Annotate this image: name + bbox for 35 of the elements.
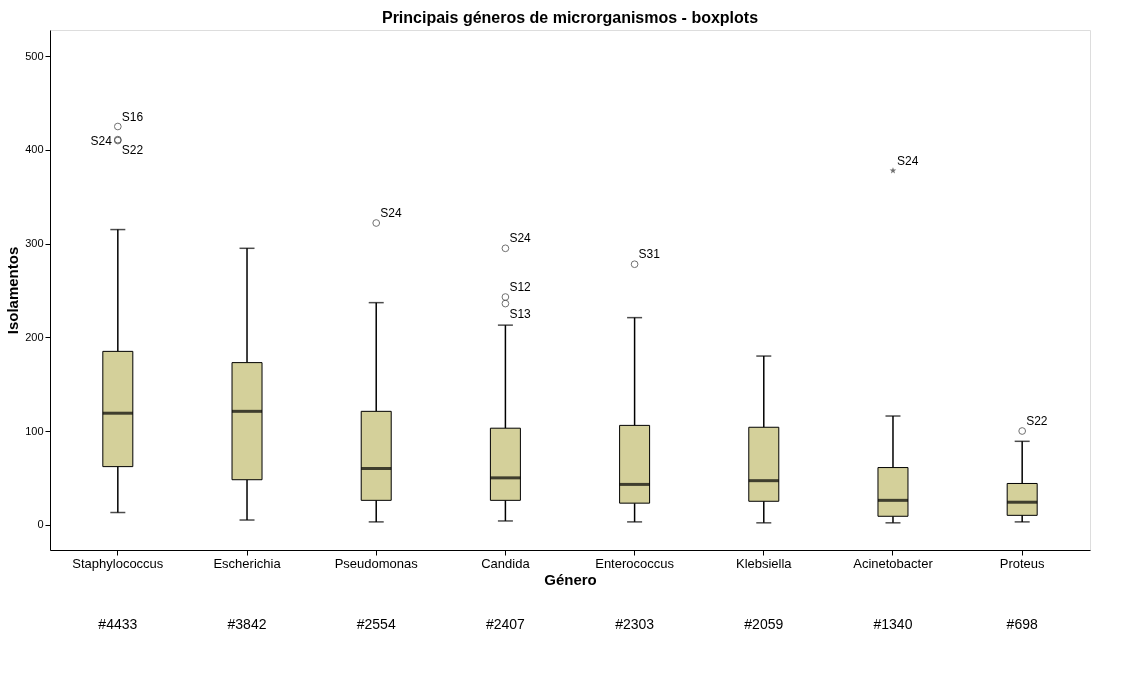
text: #4433 — [98, 616, 138, 632]
x-tick-label: Pseudomonas — [334, 555, 419, 571]
x-tick-label: Escherichia — [213, 555, 282, 571]
annotation: S16 — [121, 109, 144, 124]
x-tick-label: Candida — [481, 555, 531, 571]
x-tick-label: Enterococcus — [595, 555, 675, 571]
text: #698 — [1006, 616, 1038, 632]
x-axis-title: Género — [544, 570, 597, 588]
text: #2554 — [356, 616, 396, 632]
annotation: S22 — [121, 142, 144, 157]
y-axis-title: Isolamentos — [4, 246, 22, 335]
annotation: S24 — [90, 133, 113, 148]
y-tick-label: 0 — [37, 518, 44, 531]
annotation: S12 — [509, 280, 532, 295]
annotation: S24 — [509, 231, 532, 246]
annotation: S24 — [896, 153, 919, 168]
chart-title: Principais géneros de microrganismos - boxplots — [381, 9, 759, 26]
text: #1340 — [873, 616, 913, 632]
x-tick-label: Staphylococcus — [72, 555, 164, 571]
text: #2059 — [744, 616, 784, 632]
y-tick-label: 100 — [25, 424, 44, 437]
text: #2407 — [485, 616, 526, 632]
y-tick-label: 300 — [25, 237, 44, 250]
annotation: S13 — [509, 306, 532, 321]
x-tick-label: Proteus — [999, 555, 1046, 571]
text: #2303 — [615, 616, 655, 632]
x-tick-label: Klebsiella — [735, 555, 793, 571]
y-tick-label: 400 — [25, 143, 44, 156]
y-tick-label: 200 — [25, 330, 44, 343]
annotation: S31 — [638, 247, 661, 262]
x-tick-label: Acinetobacter — [853, 555, 934, 571]
annotation: S24 — [380, 206, 402, 221]
text: #3842 — [227, 616, 267, 632]
y-tick-label: 500 — [25, 49, 44, 62]
annotation: S22 — [1026, 414, 1048, 429]
